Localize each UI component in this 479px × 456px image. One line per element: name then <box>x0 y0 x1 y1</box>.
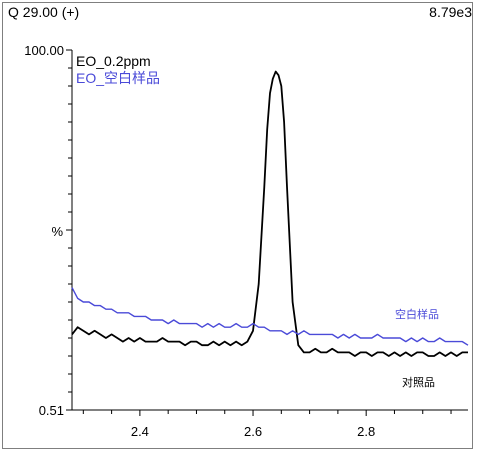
mass-trace-label: Q 29.00 (+) <box>8 4 80 20</box>
x-ticks: 2.4 2.6 2.8 <box>82 410 452 439</box>
series-lines <box>71 70 469 357</box>
series-line-eo-blank <box>71 287 469 346</box>
max-intensity-label: 8.79e3 <box>429 4 472 20</box>
chromatogram-panel <box>2 2 473 449</box>
annotation-blank-sample: 空白样品 <box>395 307 439 321</box>
x-tick-label: 2.8 <box>357 424 375 439</box>
y-tick-label-top: 100.00 <box>24 43 64 58</box>
x-tick-label: 2.6 <box>244 424 262 439</box>
y-minor-ticks <box>66 49 72 411</box>
series-line-eo-0-2ppm <box>71 70 468 357</box>
legend-entry-eo-0-2ppm: EO_0.2ppm <box>76 53 151 69</box>
legend-entry-eo-blank: EO_空白样品 <box>76 70 160 86</box>
y-axis-label: % <box>51 224 63 239</box>
annotation-reference-standard: 对照品 <box>402 375 435 389</box>
x-tick-label: 2.4 <box>131 424 149 439</box>
y-tick-label-bottom: 0.51 <box>39 403 64 418</box>
